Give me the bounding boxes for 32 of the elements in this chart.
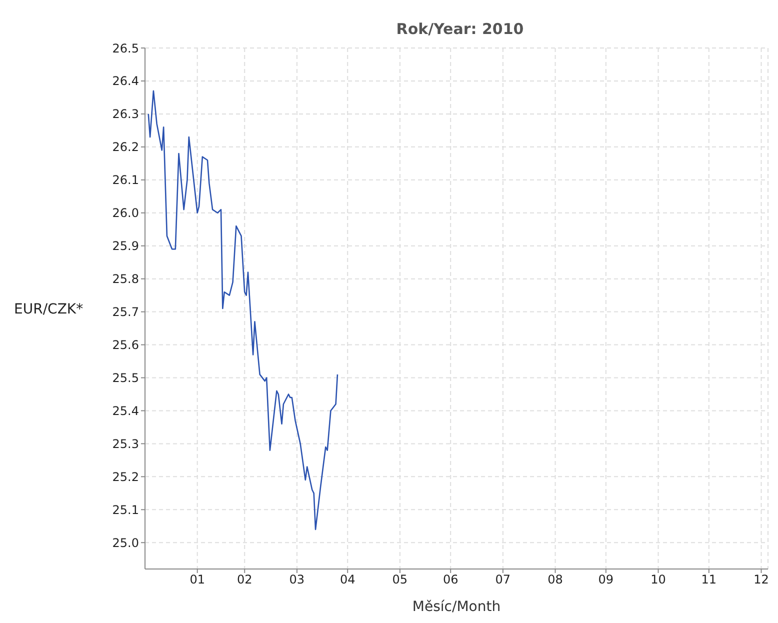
x-tick-label: 10 (650, 572, 666, 587)
x-tick-label: 02 (236, 572, 252, 587)
y-tick-label: 26.0 (112, 206, 139, 220)
y-tick-label: 25.5 (112, 371, 139, 386)
x-tick-label: 05 (392, 572, 408, 587)
y-tick-label: 25.0 (112, 536, 139, 550)
line-series (148, 90, 338, 530)
y-tick-label: 26.3 (112, 107, 139, 122)
x-tick-label: 08 (548, 572, 563, 587)
x-tick-label: 04 (340, 572, 356, 587)
y-tick-label: 25.6 (112, 338, 139, 352)
y-tick-label: 25.9 (112, 239, 139, 254)
y-tick-label: 26.1 (112, 173, 139, 188)
x-tick-label: 07 (495, 572, 511, 587)
x-tick-label: 03 (289, 572, 305, 587)
y-axis-title: EUR/CZK* (14, 301, 84, 318)
y-tick-label: 25.7 (112, 305, 139, 320)
x-tick-label: 09 (598, 572, 614, 587)
x-axis-title: Měsíc/Month (412, 599, 501, 615)
y-tick-label: 25.1 (112, 502, 139, 517)
y-tick-label: 26.5 (112, 41, 139, 56)
y-tick-label: 26.2 (112, 140, 139, 154)
chart-title: Rok/Year: 2010 (395, 20, 525, 38)
y-tick-label: 26.4 (112, 74, 139, 88)
y-tick-label: 25.3 (112, 436, 139, 451)
x-tick-label: 06 (442, 572, 458, 587)
y-tick-label: 25.4 (112, 404, 139, 418)
y-tick-label: 25.2 (112, 470, 139, 484)
x-tick-label: 01 (190, 572, 205, 587)
x-tick-label: 11 (701, 572, 717, 587)
x-tick-label: 12 (754, 572, 769, 587)
y-tick-label: 25.8 (112, 272, 139, 286)
